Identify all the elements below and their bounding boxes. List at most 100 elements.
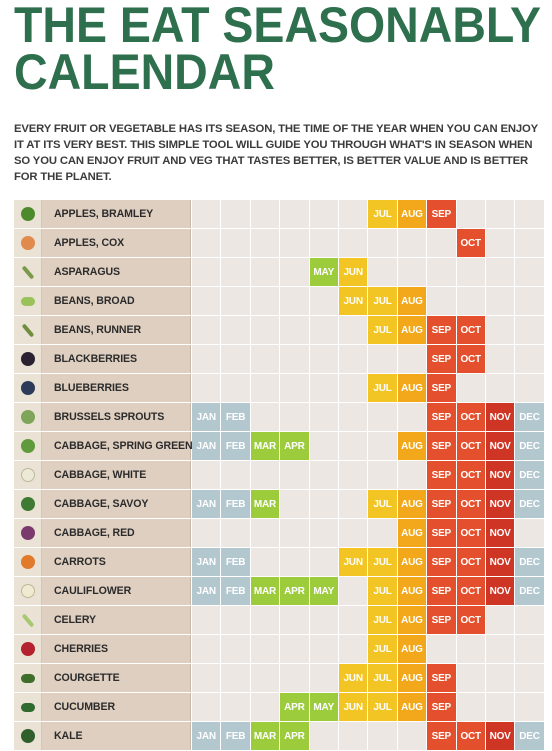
empty-month-cell	[338, 316, 368, 344]
season-month-cell: AUG	[397, 664, 427, 692]
calendar-row: BLACKBERRIES SEP OCT	[14, 345, 544, 373]
season-month-cell: AUG	[397, 635, 427, 663]
empty-month-cell	[515, 606, 544, 634]
season-month-cell: AUG	[397, 577, 427, 605]
season-month-cell: SEP	[427, 200, 456, 228]
season-month-cell: AUG	[397, 519, 427, 547]
month-cells: MAY JUN	[191, 258, 544, 286]
month-cells: JUL AUG SEP OCT	[191, 316, 544, 344]
empty-month-cell	[368, 722, 397, 750]
season-month-cell: SEP	[427, 374, 456, 402]
produce-name-cell: ASPARAGUS	[14, 258, 191, 286]
season-month-cell: MAY	[309, 693, 338, 721]
calendar-row: CUCUMBER APR MAY JUN JUL AUG SEP	[14, 693, 544, 721]
empty-month-cell	[250, 664, 280, 692]
empty-month-cell	[192, 461, 221, 489]
season-month-cell: JAN	[192, 548, 221, 576]
season-month-cell: MAY	[309, 258, 338, 286]
red-cabbage-icon	[20, 526, 35, 540]
produce-name-cell: CELERY	[14, 606, 191, 634]
season-month-cell: NOV	[485, 432, 515, 460]
season-month-cell: DEC	[515, 577, 544, 605]
produce-name-cell: BRUSSELS SPROUTS	[14, 403, 191, 431]
month-cells: JUL AUG SEP OCT	[191, 606, 544, 634]
season-month-cell: JUL	[368, 374, 397, 402]
calendar-row: APPLES, COX OCT	[14, 229, 544, 257]
season-month-cell: JUN	[338, 258, 368, 286]
season-month-cell: SEP	[427, 461, 456, 489]
season-month-cell: OCT	[456, 403, 485, 431]
empty-month-cell	[515, 664, 544, 692]
empty-month-cell	[250, 693, 280, 721]
red-apple-icon	[20, 236, 35, 250]
produce-name-cell: APPLES, BRAMLEY	[14, 200, 191, 228]
season-month-cell: NOV	[485, 519, 515, 547]
empty-month-cell	[515, 635, 544, 663]
empty-month-cell	[485, 200, 515, 228]
empty-month-cell	[280, 258, 309, 286]
empty-month-cell	[309, 461, 338, 489]
empty-month-cell	[515, 693, 544, 721]
season-month-cell: NOV	[485, 490, 515, 518]
cherry-icon	[20, 642, 35, 656]
intro-text: EVERY FRUIT OR VEGETABLE HAS ITS SEASON,…	[14, 123, 538, 183]
month-cells: JAN FEB MAR JUL AUG SEP OCT NOV DEC	[191, 490, 544, 518]
season-month-cell: OCT	[456, 577, 485, 605]
empty-month-cell	[368, 258, 397, 286]
produce-name: ASPARAGUS	[54, 266, 121, 278]
courgette-icon	[20, 673, 35, 683]
month-cells: JAN FEB MAR APR MAY JUL AUG SEP OCT NOV DEC	[191, 577, 544, 605]
season-month-cell: SEP	[427, 345, 456, 373]
empty-month-cell	[397, 403, 427, 431]
empty-month-cell	[309, 548, 338, 576]
produce-icon-box	[14, 432, 42, 460]
produce-name: CABBAGE, SAVOY	[54, 498, 149, 510]
season-month-cell: OCT	[456, 606, 485, 634]
season-month-cell: OCT	[456, 490, 485, 518]
season-month-cell: JUL	[368, 287, 397, 315]
season-month-cell: OCT	[456, 548, 485, 576]
produce-name-cell: BLACKBERRIES	[14, 345, 191, 373]
empty-month-cell	[485, 316, 515, 344]
empty-month-cell	[250, 200, 280, 228]
empty-month-cell	[192, 200, 221, 228]
empty-month-cell	[338, 432, 368, 460]
season-month-cell: AUG	[397, 374, 427, 402]
produce-icon-box	[14, 577, 42, 605]
season-month-cell: AUG	[397, 287, 427, 315]
calendar-row: ASPARAGUS MAY JUN	[14, 258, 544, 286]
produce-icon-box	[14, 548, 42, 576]
produce-name: BEANS, BROAD	[54, 295, 135, 307]
season-month-cell: JUL	[368, 606, 397, 634]
season-month-cell: NOV	[485, 722, 515, 750]
empty-month-cell	[192, 664, 221, 692]
empty-month-cell	[280, 664, 309, 692]
season-month-cell: JUL	[368, 490, 397, 518]
empty-month-cell	[485, 345, 515, 373]
season-month-cell: JUL	[368, 577, 397, 605]
produce-name: BLACKBERRIES	[54, 353, 137, 365]
empty-month-cell	[338, 519, 368, 547]
white-cabbage-icon	[20, 468, 35, 482]
produce-name-cell: CARROTS	[14, 548, 191, 576]
empty-month-cell	[515, 374, 544, 402]
produce-name: CAULIFLOWER	[54, 585, 132, 597]
season-month-cell: DEC	[515, 490, 544, 518]
produce-name-cell: BEANS, RUNNER	[14, 316, 191, 344]
empty-month-cell	[338, 490, 368, 518]
empty-month-cell	[309, 432, 338, 460]
produce-name-cell: CABBAGE, RED	[14, 519, 191, 547]
month-cells: JUL AUG	[191, 635, 544, 663]
season-month-cell: AUG	[397, 490, 427, 518]
produce-icon-box	[14, 229, 42, 257]
sprouts-icon	[20, 410, 35, 424]
season-month-cell: OCT	[456, 345, 485, 373]
empty-month-cell	[221, 345, 250, 373]
season-month-cell: SEP	[427, 577, 456, 605]
season-month-cell: DEC	[515, 403, 544, 431]
empty-month-cell	[221, 461, 250, 489]
month-cells: JAN FEB MAR APR SEP OCT NOV DEC	[191, 722, 544, 750]
season-month-cell: DEC	[515, 548, 544, 576]
calendar-row: CABBAGE, WHITE SEP OCT NOV DEC	[14, 461, 544, 489]
season-month-cell: AUG	[397, 606, 427, 634]
